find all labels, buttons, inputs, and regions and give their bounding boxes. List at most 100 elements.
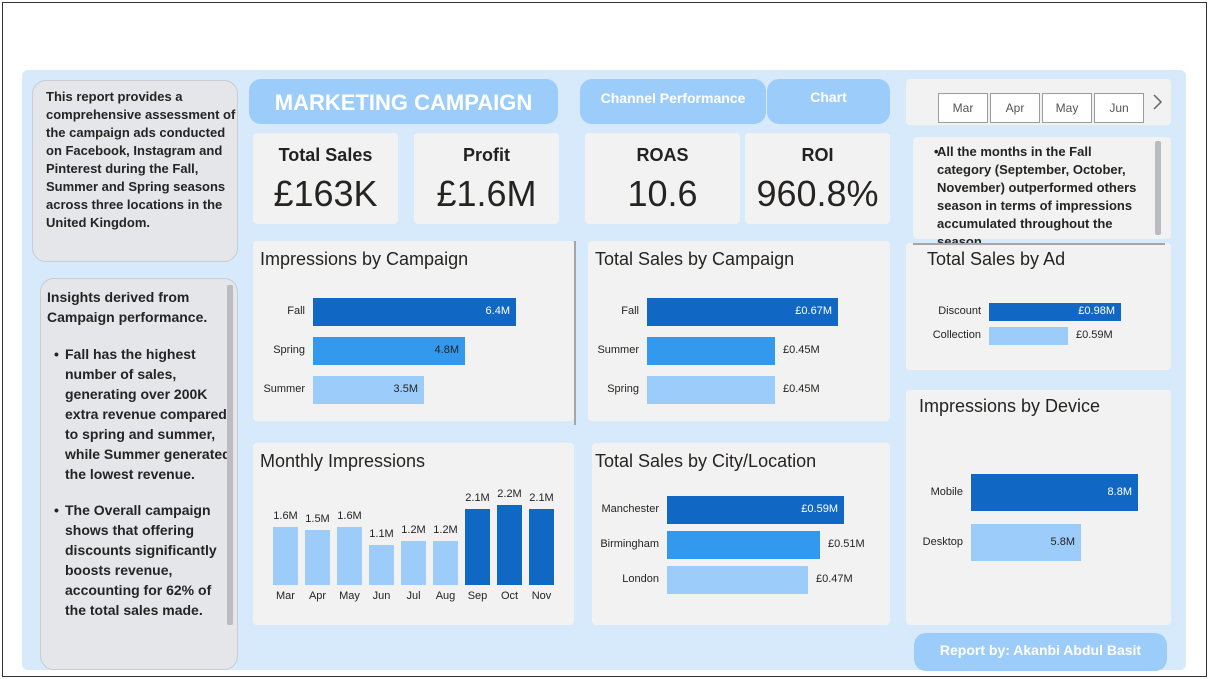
fall-note-list: All the months in the Fall category (Sep… bbox=[927, 143, 1149, 251]
fall-note-box: All the months in the Fall category (Sep… bbox=[913, 137, 1171, 249]
tab-chart-label: Chart bbox=[810, 89, 847, 105]
bar[interactable] bbox=[989, 327, 1068, 345]
insights-heading: Insights derived from Campaign performan… bbox=[47, 289, 208, 325]
bar[interactable] bbox=[433, 541, 458, 585]
x-tick-label: Aug bbox=[435, 590, 456, 602]
bar[interactable] bbox=[313, 298, 516, 326]
bar[interactable] bbox=[273, 527, 298, 585]
bar-value-label: 2.1M bbox=[465, 492, 490, 504]
bar-value-label: 1.2M bbox=[433, 524, 458, 536]
chart-title: Total Sales by City/Location bbox=[595, 451, 817, 471]
bar-value-label: £0.47M bbox=[816, 573, 853, 585]
bar-value-label: £0.98M bbox=[1078, 305, 1115, 317]
chart-title: Impressions by Device bbox=[919, 396, 1101, 416]
bar-category-label: Manchester bbox=[601, 503, 659, 515]
author-credit: Report by: Akanbi Abdul Basit bbox=[914, 633, 1167, 671]
chart-title: Total Sales by Ad bbox=[927, 249, 1066, 269]
tab-channel-performance[interactable]: Channel Performance bbox=[580, 79, 766, 124]
intro-text: This report provides a comprehensive ass… bbox=[46, 89, 236, 230]
chart-title: Monthly Impressions bbox=[260, 451, 426, 471]
bar-value-label: 1.6M bbox=[337, 510, 362, 522]
kpi-value: 10.6 bbox=[627, 173, 698, 214]
bar-category-label: Birmingham bbox=[600, 538, 659, 550]
bar[interactable] bbox=[971, 524, 1081, 561]
bar[interactable] bbox=[971, 474, 1138, 511]
bar-category-label: London bbox=[622, 573, 659, 585]
bar-category-label: Discount bbox=[938, 305, 981, 317]
chart-total-sales-by-ad: Total Sales by Ad Discount £0.98M Collecti… bbox=[906, 243, 1171, 370]
bar-value-label: 2.1M bbox=[529, 492, 554, 504]
bar[interactable] bbox=[647, 376, 775, 404]
bar-value-label: £0.45M bbox=[783, 383, 820, 395]
bar[interactable] bbox=[667, 566, 808, 594]
fall-note-scrollbar[interactable] bbox=[1155, 141, 1161, 235]
bar[interactable] bbox=[465, 509, 490, 585]
bar[interactable] bbox=[989, 303, 1121, 321]
x-tick-label: Apr bbox=[308, 590, 327, 602]
kpi-value: 960.8% bbox=[756, 173, 879, 214]
author-credit-text: Report by: Akanbi Abdul Basit bbox=[939, 642, 1142, 658]
bar-category-label: Fall bbox=[287, 305, 305, 317]
tab-chart[interactable]: Chart bbox=[767, 79, 890, 124]
bar[interactable] bbox=[647, 337, 775, 365]
chart-impressions-by-device: Impressions by Device Mobile 8.8M Desktop 5… bbox=[906, 390, 1171, 625]
chart-title: Impressions by Campaign bbox=[260, 249, 469, 269]
chart-top-divider bbox=[913, 243, 1165, 245]
bar[interactable] bbox=[667, 531, 820, 559]
x-tick-label: Sep bbox=[467, 590, 488, 602]
bar-value-label: £0.45M bbox=[783, 344, 820, 356]
bar[interactable] bbox=[647, 298, 838, 326]
x-tick-label: Oct bbox=[500, 590, 519, 602]
bar[interactable] bbox=[369, 545, 394, 585]
insight-bullet: Fall has the highest number of sales, ge… bbox=[47, 344, 231, 484]
bar-category-label: Fall bbox=[621, 305, 639, 317]
vertical-divider bbox=[574, 241, 576, 425]
month-button[interactable]: Jun bbox=[1094, 93, 1144, 123]
bar-category-label: Summer bbox=[263, 383, 305, 395]
bar[interactable] bbox=[497, 505, 522, 585]
kpi-value: £1.6M bbox=[436, 173, 537, 214]
bar-value-label: 4.8M bbox=[434, 344, 459, 356]
kpi-label: ROI bbox=[801, 145, 834, 165]
intro-textbox: This report provides a comprehensive ass… bbox=[32, 80, 238, 262]
kpi-profit: Profit £1.6M bbox=[414, 133, 559, 224]
kpi-label: Total Sales bbox=[278, 145, 373, 165]
page-title: MARKETING CAMPAIGN bbox=[249, 79, 558, 124]
month-button[interactable]: May bbox=[1042, 93, 1092, 123]
chart-monthly-impressions: Monthly Impressions 1.6M Mar 1.5M Apr 1.6M Ma… bbox=[253, 443, 574, 625]
month-slicer: Mar Apr May Jun bbox=[906, 79, 1171, 125]
insights-scrollbar[interactable] bbox=[227, 285, 233, 625]
x-tick-label: Nov bbox=[531, 590, 552, 602]
bar-category-label: Mobile bbox=[930, 485, 963, 498]
tab-channel-performance-label: Channel Performance bbox=[600, 90, 746, 106]
bar-category-label: Collection bbox=[932, 329, 981, 341]
bar[interactable] bbox=[337, 527, 362, 585]
bar[interactable] bbox=[401, 541, 426, 585]
month-button[interactable]: Mar bbox=[938, 93, 988, 123]
bar-value-label: 5.8M bbox=[1050, 535, 1075, 548]
bar-value-label: 2.2M bbox=[497, 488, 522, 500]
insights-textbox: Insights derived from Campaign performan… bbox=[40, 278, 238, 670]
bar[interactable] bbox=[529, 509, 554, 585]
chart-total-sales-by-campaign: Total Sales by Campaign Fall £0.67M Summer… bbox=[588, 241, 890, 421]
bar-value-label: £0.59M bbox=[801, 503, 838, 515]
bar-value-label: 1.1M bbox=[369, 528, 394, 540]
bar[interactable] bbox=[667, 496, 844, 524]
bar[interactable] bbox=[313, 337, 465, 365]
bar[interactable] bbox=[305, 530, 330, 585]
bar-value-label: 6.4M bbox=[485, 305, 510, 317]
bar[interactable] bbox=[313, 376, 424, 404]
bar-value-label: 1.5M bbox=[305, 513, 330, 525]
bar-category-label: Summer bbox=[597, 344, 639, 356]
bar-value-label: 1.6M bbox=[273, 510, 298, 522]
page-title-text: MARKETING CAMPAIGN bbox=[274, 90, 533, 115]
month-button[interactable]: Apr bbox=[990, 93, 1040, 123]
chart-title: Total Sales by Campaign bbox=[595, 249, 795, 269]
chevron-right-icon[interactable] bbox=[1150, 92, 1164, 112]
kpi-value: £163K bbox=[273, 173, 378, 214]
bar-category-label: Spring bbox=[273, 344, 305, 356]
bar-category-label: Desktop bbox=[922, 535, 963, 548]
bar-value-label: 3.5M bbox=[393, 383, 418, 395]
bar-value-label: £0.51M bbox=[828, 538, 865, 550]
kpi-roas: ROAS 10.6 bbox=[585, 133, 740, 224]
